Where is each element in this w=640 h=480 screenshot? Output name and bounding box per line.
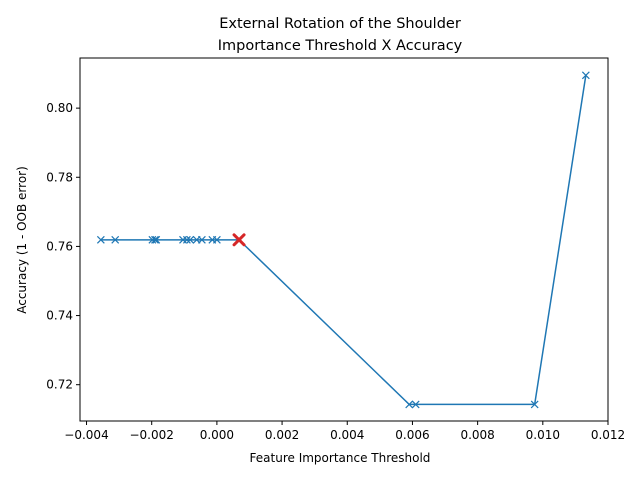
y-tick-label: 0.78 [46,170,73,184]
data-point [581,71,590,80]
data-point [411,400,420,409]
y-tick-label: 0.80 [46,101,73,115]
y-tick-label: 0.72 [46,378,73,392]
y-tick-label: 0.76 [46,239,73,253]
x-tick-label: 0.002 [265,428,299,442]
x-tick-label: 0.012 [591,428,625,442]
data-point [152,235,161,244]
data-point [151,235,159,244]
x-axis-label: Feature Importance Threshold [250,451,431,465]
data-point [197,235,206,244]
data-point [530,400,539,409]
y-axis-label: Accuracy (1 - OOB error) [15,166,29,314]
x-tick-label: 0.006 [395,428,429,442]
x-tick-label: 0.010 [526,428,560,442]
x-tick-label: −0.002 [129,428,173,442]
series-line [100,75,587,406]
data-point [111,235,120,244]
x-tick-label: 0.000 [200,428,234,442]
data-point [96,235,105,244]
chart-title-line-2: Importance Threshold X Accuracy [218,38,463,54]
plot-area: −0.004 −0.002 0.000 0.002 0.004 0.006 0.008 0.0… [46,57,625,442]
highlight-point [232,233,246,247]
data-point [405,400,414,409]
y-tick-label: 0.74 [46,309,73,323]
x-tick-label: 0.008 [460,428,494,442]
plot-frame [79,57,609,422]
data-point [212,235,221,244]
x-tick-label: −0.004 [64,428,108,442]
data-point [186,235,195,244]
x-tick-label: 0.004 [330,428,364,442]
chart-title-line-1: External Rotation of the Shoulder [219,16,461,32]
data-point [182,235,191,244]
